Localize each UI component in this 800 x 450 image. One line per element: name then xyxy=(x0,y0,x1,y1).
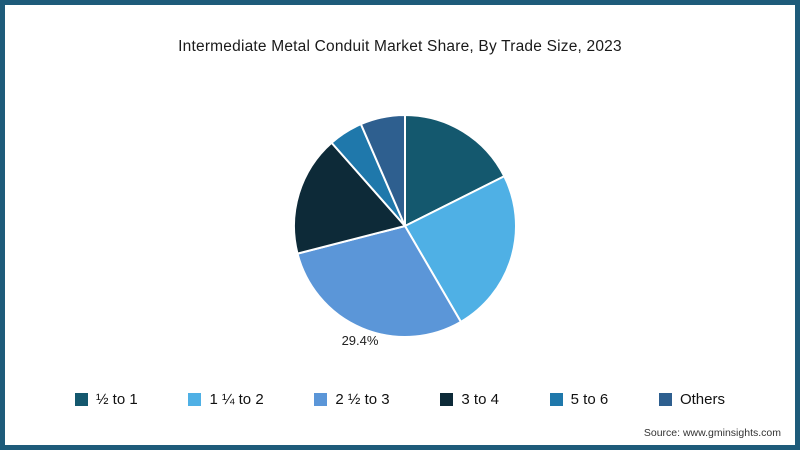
legend: ½ to 1 1 ¼ to 2 2 ½ to 3 3 to 4 5 to 6 O… xyxy=(75,391,725,408)
legend-swatch xyxy=(658,393,672,406)
legend-label: 5 to 6 xyxy=(570,391,609,408)
legend-swatch xyxy=(440,393,454,406)
legend-label: Others xyxy=(679,391,725,408)
pie-chart-area xyxy=(292,113,518,339)
legend-item-5-to-6: 5 to 6 xyxy=(549,391,609,408)
legend-label: 2 ½ to 3 xyxy=(335,391,390,408)
legend-label: 1 ¼ to 2 xyxy=(209,391,264,408)
slice-data-label: 29.4% xyxy=(341,333,379,348)
legend-swatch xyxy=(188,393,202,406)
legend-item-half-to-1: ½ to 1 xyxy=(75,391,138,408)
legend-item-1quarter-to-2: 1 ¼ to 2 xyxy=(188,391,264,408)
legend-item-others: Others xyxy=(658,391,725,408)
legend-item-2half-to-3: 2 ½ to 3 xyxy=(314,391,390,408)
legend-item-3-to-4: 3 to 4 xyxy=(440,391,499,408)
chart-title: Intermediate Metal Conduit Market Share,… xyxy=(178,38,622,55)
legend-label: ½ to 1 xyxy=(96,391,138,408)
pie-chart xyxy=(293,114,517,338)
legend-swatch xyxy=(549,393,563,406)
legend-swatch xyxy=(314,393,328,406)
legend-swatch xyxy=(75,393,88,406)
source-text: Source: www.gminsights.com xyxy=(643,427,781,439)
legend-label: 3 to 4 xyxy=(461,391,499,408)
